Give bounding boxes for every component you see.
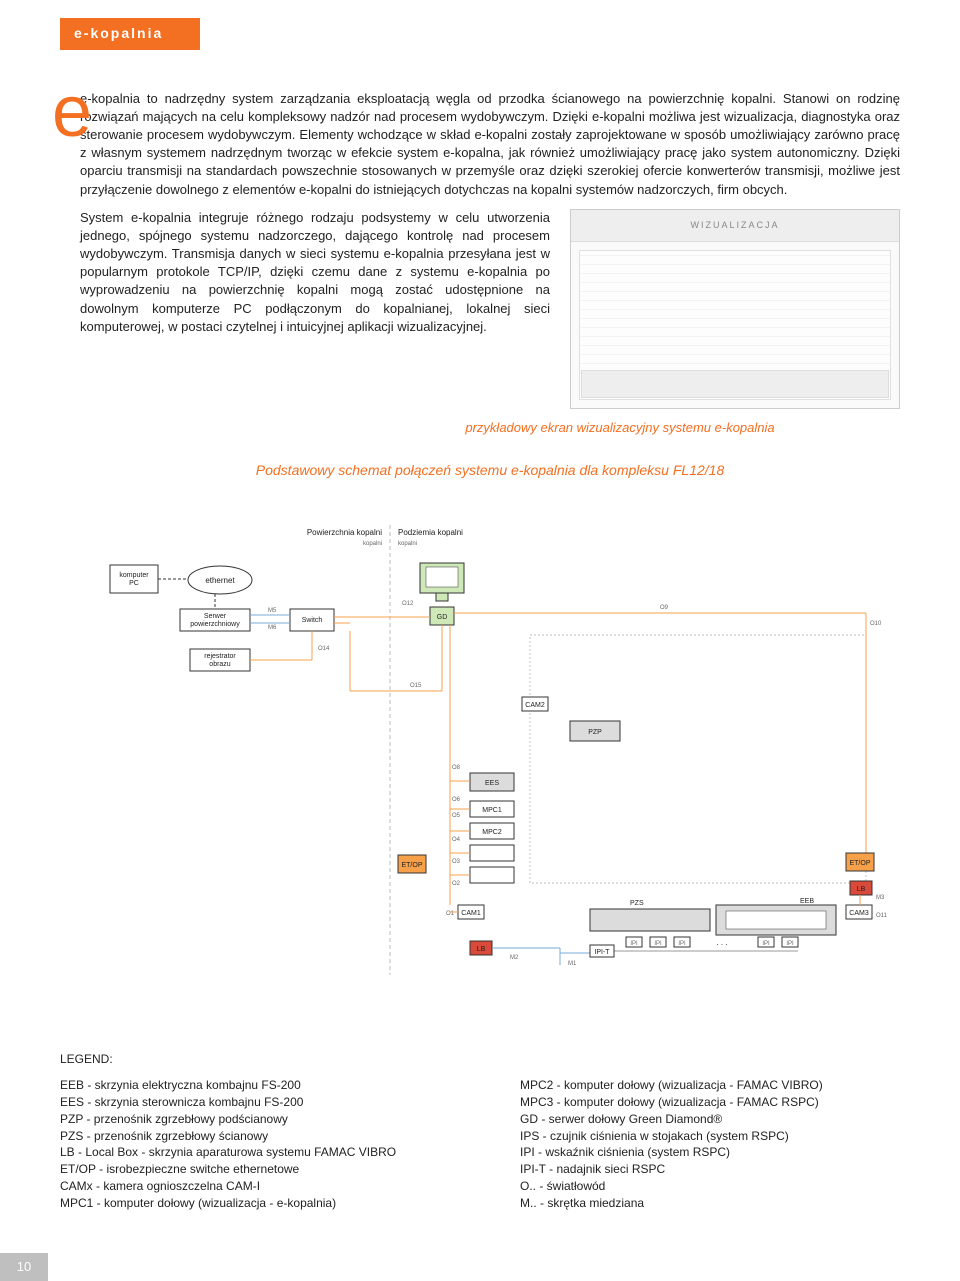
- node-gd: GD: [430, 607, 454, 625]
- node-lb2: LB: [850, 881, 872, 895]
- underground-label: Podziemia kopalni: [398, 528, 463, 537]
- svg-text:M1: M1: [568, 961, 577, 967]
- node-etop2: ET/OP: [846, 853, 874, 871]
- node-ethernet: ethernet: [188, 566, 252, 594]
- svg-text:. . .: . . .: [716, 938, 727, 947]
- svg-text:PZP: PZP: [588, 729, 602, 736]
- svg-text:obrazu: obrazu: [209, 661, 231, 668]
- legend-title: LEGEND:: [0, 1051, 960, 1068]
- visualization-screenshot: WIZUALIZACJA: [570, 209, 900, 409]
- page-number: 10: [0, 1253, 48, 1281]
- svg-text:O15: O15: [410, 683, 422, 689]
- svg-text:O3: O3: [452, 859, 461, 865]
- node-mpc1: MPC1: [470, 801, 514, 817]
- connection-diagram: Powierzchnia kopalni kopalni Podziemia k…: [90, 495, 890, 995]
- paragraph-2: System e-kopalnia integruje różnego rodz…: [80, 209, 550, 409]
- svg-text:O6: O6: [452, 797, 461, 803]
- svg-text:O9: O9: [660, 605, 669, 611]
- svg-text:MPC1: MPC1: [482, 807, 502, 814]
- svg-text:Serwer: Serwer: [204, 613, 227, 620]
- svg-text:ethernet: ethernet: [205, 576, 235, 585]
- svg-text:M2: M2: [510, 955, 519, 961]
- svg-text:O10: O10: [870, 621, 882, 627]
- paragraph-1: e-kopalnia to nadrzędny system zarządzan…: [80, 90, 900, 199]
- legend-right: MPC2 - komputer dołowy (wizualizacja - F…: [520, 1077, 900, 1211]
- svg-text:PC: PC: [129, 580, 139, 587]
- ipi-row: IPI IPI IPI . . . IPI IPI: [626, 937, 798, 947]
- intro-block: e e-kopalnia to nadrzędny system zarządz…: [80, 90, 900, 199]
- svg-text:EEB: EEB: [800, 898, 814, 905]
- svg-text:rejestrator: rejestrator: [204, 653, 236, 660]
- svg-text:IPI: IPI: [654, 941, 662, 947]
- node-pzp: PZP: [570, 721, 620, 741]
- node-ipit: IPI-T: [590, 945, 614, 957]
- svg-text:O8: O8: [452, 765, 461, 771]
- svg-text:kopalni: kopalni: [398, 541, 417, 547]
- node-ees: EES: [470, 773, 514, 791]
- svg-text:M6: M6: [268, 625, 277, 631]
- svg-text:IPI-T: IPI-T: [594, 949, 610, 956]
- svg-text:M3: M3: [876, 895, 885, 901]
- viz-tab-label: WIZUALIZACJA: [571, 210, 899, 242]
- svg-text:O12: O12: [402, 601, 414, 607]
- schema-title: Podstawowy schemat połączeń systemu e-ko…: [80, 461, 900, 481]
- legend: EEB - skrzynia elektryczna kombajnu FS-2…: [0, 1077, 960, 1211]
- node-cam1: CAM1: [458, 905, 484, 919]
- svg-text:O11: O11: [876, 913, 888, 919]
- node-gd-screen: [420, 563, 464, 601]
- svg-text:PZS: PZS: [630, 900, 644, 907]
- svg-text:ET/OP: ET/OP: [849, 860, 870, 867]
- svg-text:IPI: IPI: [678, 941, 686, 947]
- svg-text:ET/OP: ET/OP: [401, 862, 422, 869]
- svg-text:CAM2: CAM2: [525, 702, 545, 709]
- svg-text:CAM3: CAM3: [849, 910, 869, 917]
- svg-text:MPC2: MPC2: [482, 829, 502, 836]
- viz-caption: przykładowy ekran wizualizacyjny systemu…: [340, 419, 900, 437]
- node-eeb: EEB: [716, 898, 836, 935]
- svg-text:O4: O4: [452, 837, 461, 843]
- section-header: e-kopalnia: [60, 18, 200, 50]
- node-cam2: CAM2: [522, 697, 548, 711]
- node-cam3: CAM3: [846, 905, 872, 919]
- svg-text:GD: GD: [437, 614, 448, 621]
- svg-text:powierzchniowy: powierzchniowy: [190, 621, 240, 628]
- node-etop1: ET/OP: [398, 855, 426, 873]
- svg-text:IPI: IPI: [786, 941, 794, 947]
- svg-text:Switch: Switch: [302, 617, 323, 624]
- svg-text:IPI: IPI: [630, 941, 638, 947]
- svg-text:O2: O2: [452, 881, 461, 887]
- svg-text:M5: M5: [268, 608, 277, 614]
- node-switch: Switch: [290, 609, 334, 631]
- node-pc: komputer PC: [110, 565, 158, 593]
- surface-label: Powierzchnia kopalni: [307, 528, 382, 537]
- svg-text:kopalni: kopalni: [363, 541, 382, 547]
- svg-text:IPI: IPI: [762, 941, 770, 947]
- node-mpc2: MPC2: [470, 823, 514, 839]
- svg-text:LB: LB: [857, 886, 866, 893]
- node-lb1: LB: [470, 941, 492, 955]
- svg-text:CAM1: CAM1: [461, 910, 481, 917]
- node-rejestrator: rejestrator obrazu: [190, 649, 250, 671]
- svg-text:O5: O5: [452, 813, 461, 819]
- svg-text:komputer: komputer: [119, 572, 149, 579]
- node-serwer: Serwer powierzchniowy: [180, 609, 250, 631]
- node-pzs: PZS: [590, 900, 710, 931]
- legend-left: EEB - skrzynia elektryczna kombajnu FS-2…: [60, 1077, 440, 1211]
- svg-text:O14: O14: [318, 646, 330, 652]
- svg-text:EES: EES: [485, 780, 499, 787]
- svg-text:LB: LB: [477, 946, 486, 953]
